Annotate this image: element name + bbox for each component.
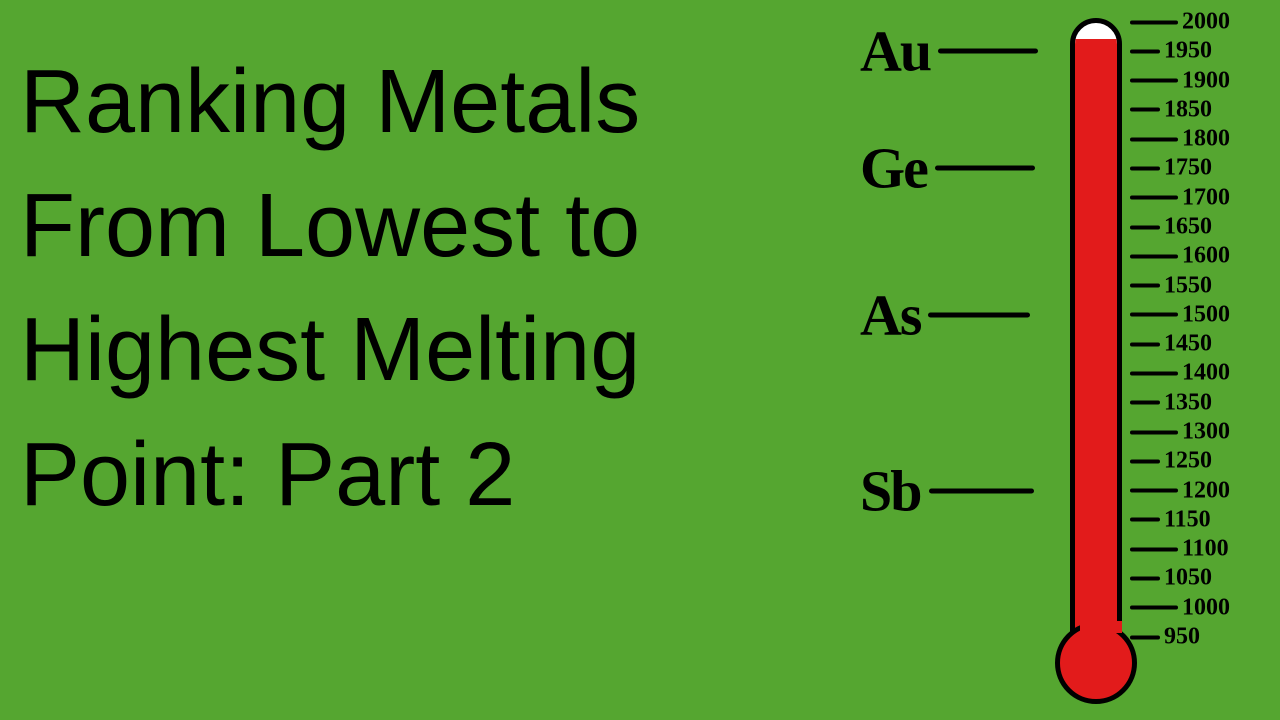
tick-label: 1700	[1182, 184, 1230, 211]
tick-line	[1130, 576, 1160, 580]
tick-line	[1130, 137, 1178, 141]
tick-label: 950	[1164, 624, 1200, 651]
element-marker-ge: Ge	[860, 135, 1035, 202]
element-symbol: Sb	[860, 457, 921, 524]
scale-tick: 1650	[1130, 214, 1212, 241]
scale-tick: 1950	[1130, 38, 1212, 65]
thermometer	[1060, 18, 1132, 698]
tick-line	[1130, 459, 1160, 463]
element-symbol: Au	[860, 18, 930, 85]
scale-tick: 1750	[1130, 155, 1212, 182]
tick-line	[1130, 254, 1178, 258]
tick-line	[1130, 196, 1178, 200]
tick-label: 1100	[1182, 536, 1229, 563]
scale-tick: 1050	[1130, 565, 1212, 592]
scale-tick: 1550	[1130, 272, 1212, 299]
tick-label: 1850	[1164, 96, 1212, 123]
tick-line	[1130, 371, 1178, 375]
tick-label: 1800	[1182, 126, 1230, 153]
scale-tick: 2000	[1130, 9, 1230, 36]
thermometer-scale: 2000195019001850180017501700165016001550…	[1130, 22, 1280, 662]
element-marker-au: Au	[860, 18, 1038, 85]
scale-tick: 1500	[1130, 301, 1230, 328]
scale-tick: 1900	[1130, 67, 1230, 94]
scale-tick: 950	[1130, 624, 1200, 651]
title-line: From Lowest to	[20, 164, 850, 288]
tick-line	[1130, 606, 1178, 610]
marker-pointer-line	[935, 166, 1035, 171]
tick-label: 2000	[1182, 9, 1230, 36]
scale-tick: 1200	[1130, 477, 1230, 504]
element-symbol: Ge	[860, 135, 927, 202]
tick-line	[1130, 79, 1178, 83]
scale-tick: 1250	[1130, 448, 1212, 475]
scale-tick: 1400	[1130, 360, 1230, 387]
marker-pointer-line	[929, 488, 1034, 493]
scale-tick: 1350	[1130, 389, 1212, 416]
tick-label: 1000	[1182, 594, 1230, 621]
tick-label: 1050	[1164, 565, 1212, 592]
scale-tick: 1700	[1130, 184, 1230, 211]
tick-label: 1650	[1164, 214, 1212, 241]
tick-line	[1130, 108, 1160, 112]
tick-label: 1300	[1182, 419, 1230, 446]
tick-line	[1130, 342, 1160, 346]
tick-line	[1130, 489, 1178, 493]
tick-label: 1400	[1182, 360, 1230, 387]
scale-tick: 1800	[1130, 126, 1230, 153]
marker-pointer-line	[938, 49, 1038, 54]
element-symbol: As	[860, 281, 920, 348]
scale-tick: 1000	[1130, 594, 1230, 621]
scale-tick: 1300	[1130, 419, 1230, 446]
element-marker-as: As	[860, 281, 1030, 348]
scale-tick: 1150	[1130, 506, 1211, 533]
tick-line	[1130, 430, 1178, 434]
tick-line	[1130, 635, 1160, 639]
scale-tick: 1850	[1130, 96, 1212, 123]
title-line: Highest Melting	[20, 288, 850, 412]
tick-label: 1200	[1182, 477, 1230, 504]
tick-line	[1130, 166, 1160, 170]
tick-label: 1250	[1164, 448, 1212, 475]
tick-line	[1130, 225, 1160, 229]
title-line: Point: Part 2	[20, 413, 850, 537]
tick-label: 1950	[1164, 38, 1212, 65]
tick-label: 1450	[1164, 331, 1212, 358]
element-marker-sb: Sb	[860, 457, 1034, 524]
tick-label: 1600	[1182, 243, 1230, 270]
scale-tick: 1600	[1130, 243, 1230, 270]
thermometer-tube	[1070, 18, 1122, 653]
tick-line	[1130, 518, 1160, 522]
tick-label: 1500	[1182, 301, 1230, 328]
tick-label: 1900	[1182, 67, 1230, 94]
tick-line	[1130, 547, 1178, 551]
tick-label: 1750	[1164, 155, 1212, 182]
title-block: Ranking Metals From Lowest to Highest Me…	[20, 40, 850, 537]
tick-line	[1130, 313, 1178, 317]
thermometer-fill	[1075, 39, 1117, 648]
tick-line	[1130, 49, 1160, 53]
tick-line	[1130, 401, 1160, 405]
tick-line	[1130, 284, 1160, 288]
marker-pointer-line	[928, 312, 1030, 317]
tick-label: 1550	[1164, 272, 1212, 299]
scale-tick: 1450	[1130, 331, 1212, 358]
title-line: Ranking Metals	[20, 40, 850, 164]
element-markers: AuGeAsSb	[860, 22, 1070, 662]
tick-line	[1130, 20, 1178, 24]
scale-tick: 1100	[1130, 536, 1229, 563]
tick-label: 1350	[1164, 389, 1212, 416]
tick-label: 1150	[1164, 506, 1211, 533]
